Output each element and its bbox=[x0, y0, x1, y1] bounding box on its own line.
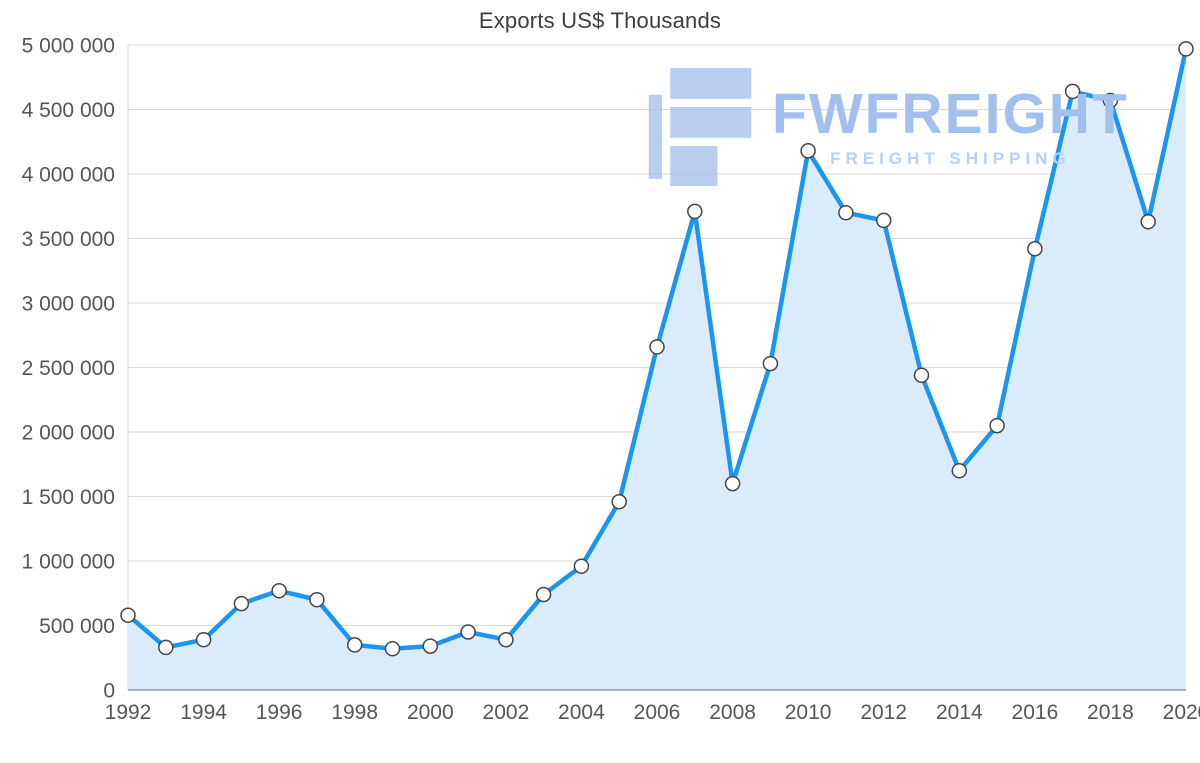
x-tick-label: 2002 bbox=[483, 701, 530, 724]
data-point-marker bbox=[573, 558, 590, 574]
data-point-marker bbox=[535, 586, 552, 603]
data-point-marker bbox=[913, 367, 930, 383]
data-point-marker bbox=[875, 212, 892, 229]
data-point-marker bbox=[800, 143, 816, 159]
x-tick-label: 2010 bbox=[785, 701, 832, 724]
data-point-marker bbox=[195, 631, 212, 648]
x-tick-label: 2016 bbox=[1012, 701, 1059, 724]
y-tick-label: 5 000 000 bbox=[22, 35, 115, 58]
data-point-marker bbox=[649, 339, 665, 355]
x-tick-label: 2006 bbox=[634, 701, 681, 724]
x-tick-label: 2012 bbox=[860, 701, 907, 724]
data-point-marker bbox=[346, 637, 363, 653]
y-tick-label: 3 000 000 bbox=[22, 293, 115, 316]
data-point-marker bbox=[1140, 213, 1156, 230]
data-point-marker bbox=[271, 582, 287, 599]
data-point-marker bbox=[120, 607, 136, 623]
y-tick-label: 1 000 000 bbox=[22, 551, 115, 574]
y-tick-label: 500 000 bbox=[39, 615, 115, 638]
x-tick-label: 2014 bbox=[936, 701, 983, 724]
data-point-marker bbox=[158, 639, 174, 656]
y-tick-label: 4 500 000 bbox=[22, 99, 115, 122]
x-tick-label: 2008 bbox=[709, 701, 756, 724]
x-tick-label: 2020 bbox=[1163, 701, 1200, 724]
y-tick-label: 1 500 000 bbox=[22, 486, 115, 509]
y-tick-label: 0 bbox=[103, 680, 115, 703]
x-tick-label: 2004 bbox=[558, 701, 605, 724]
x-tick-label: 1998 bbox=[331, 701, 378, 724]
data-point-marker bbox=[611, 493, 627, 510]
data-point-marker bbox=[460, 624, 476, 640]
data-point-marker bbox=[989, 417, 1005, 434]
data-point-marker bbox=[1102, 92, 1119, 109]
data-point-marker bbox=[384, 640, 401, 657]
data-point-marker bbox=[687, 203, 703, 220]
data-point-marker bbox=[233, 595, 250, 612]
y-tick-label: 3 500 000 bbox=[22, 228, 115, 251]
x-tick-label: 1996 bbox=[256, 701, 303, 724]
data-point-marker bbox=[951, 462, 968, 479]
data-point-marker bbox=[309, 591, 325, 608]
data-point-marker bbox=[762, 355, 779, 372]
y-tick-label: 2 500 000 bbox=[22, 357, 115, 380]
data-point-marker bbox=[838, 204, 854, 221]
data-point-marker bbox=[724, 475, 741, 492]
data-point-marker bbox=[1178, 41, 1194, 57]
data-point-marker bbox=[498, 631, 514, 648]
data-point-marker bbox=[1027, 241, 1043, 257]
area-fill bbox=[128, 48, 1186, 690]
data-point-marker bbox=[422, 638, 439, 654]
y-tick-label: 4 000 000 bbox=[22, 164, 115, 187]
x-tick-label: 2018 bbox=[1087, 701, 1134, 724]
x-tick-label: 2000 bbox=[407, 701, 454, 724]
x-tick-label: 1992 bbox=[105, 701, 152, 724]
y-tick-label: 2 000 000 bbox=[22, 422, 115, 445]
x-tick-label: 1994 bbox=[180, 701, 227, 724]
data-point-marker bbox=[1064, 83, 1081, 100]
chart-title: Exports US$ Thousands bbox=[478, 8, 722, 33]
